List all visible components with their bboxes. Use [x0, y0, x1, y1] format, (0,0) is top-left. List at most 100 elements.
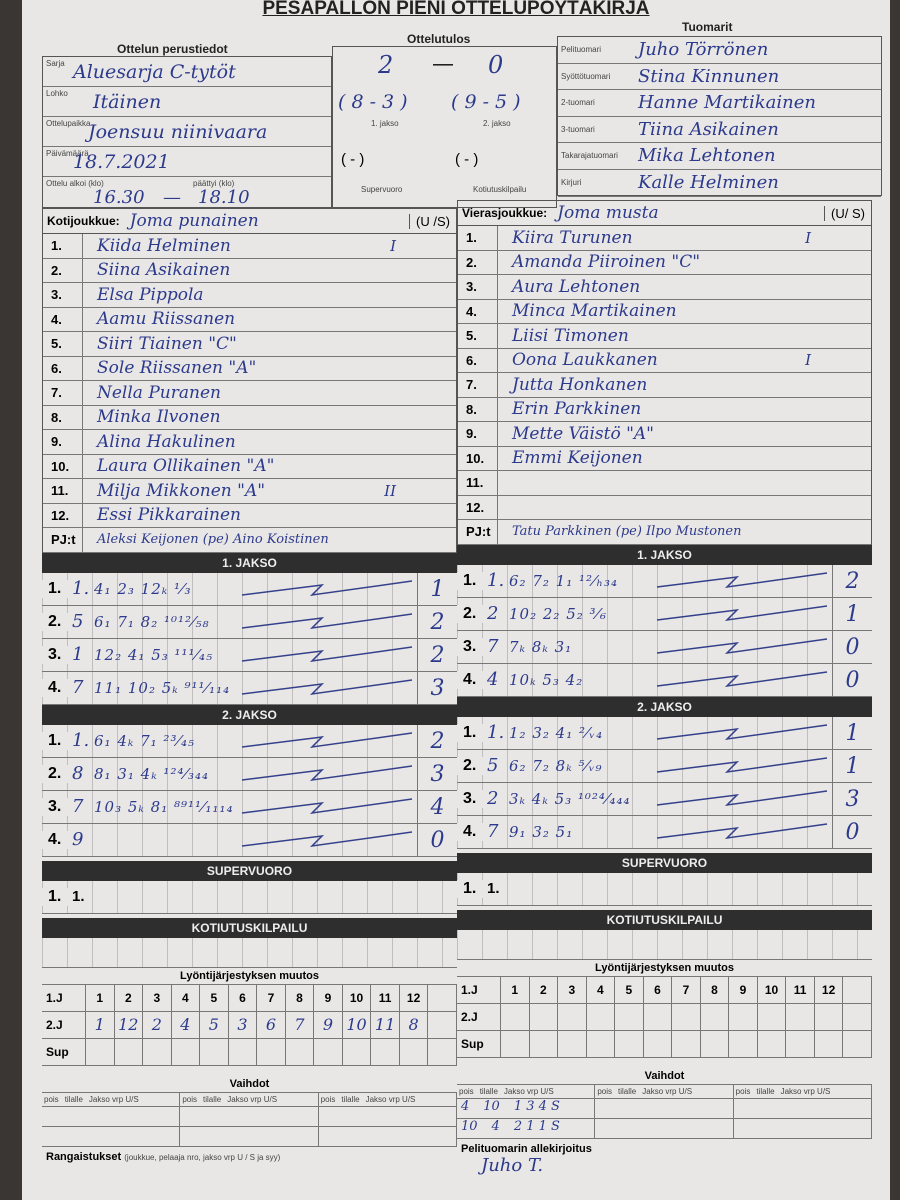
batting-sequence: 8₁ 3₁ 4ₖ ¹²⁴⁄₃₄₄	[94, 764, 210, 783]
end-time: 18.10	[198, 187, 250, 208]
player-name: Siina Asikainen	[97, 260, 231, 281]
player-row: 7. Jutta Honkanen	[458, 373, 871, 398]
super-label: Supervuoro	[361, 185, 403, 194]
kotiutus-header: KOTIUTUSKILPAILU	[457, 909, 872, 930]
player-name: Sole Riissanen "A"	[97, 358, 257, 379]
sub-row	[733, 1119, 871, 1139]
player-number: 7.	[458, 373, 498, 397]
subs-heading: Vaihdot	[42, 1076, 457, 1093]
inning-row: 2. 5 6₁ 7₁ 8₂ ¹⁰¹²⁄₅₈ 2	[42, 605, 457, 639]
label: tilalle	[203, 1094, 222, 1104]
inning-number: 3.	[42, 645, 72, 664]
player-name: Laura Ollikainen "A"	[97, 456, 275, 477]
strike-through-mark	[656, 604, 828, 621]
order-cell: 2	[143, 1011, 172, 1038]
player-row: 5. Liisi Timonen	[458, 324, 871, 349]
order-cell	[257, 1038, 286, 1065]
referee-row: 3-tuomari Tiina Asikainen	[558, 117, 881, 144]
home-away-selector[interactable]: (U /S)	[409, 213, 450, 229]
order-row-label: Sup	[42, 1038, 86, 1065]
super-result: ( - )	[341, 151, 365, 168]
order-cell: 4	[587, 976, 616, 1003]
signature-label: Pelituomarin allekirjoitus	[461, 1142, 592, 1155]
label: pois	[44, 1094, 59, 1104]
order-cell: 1	[86, 1011, 115, 1038]
player-number: 3.	[458, 275, 498, 299]
order-cell	[558, 1003, 587, 1030]
sub-row	[42, 1107, 180, 1127]
order-row-label: 1.J	[42, 984, 86, 1011]
player-number: 5.	[43, 332, 83, 356]
order-cell: 1	[86, 984, 115, 1011]
result-box: 2 — 0 ( 8 - 3 ) ( 9 - 5 ) 1. jakso 2. ja…	[332, 46, 557, 208]
inning-row: 2. 2 10₂ 2₂ 5₂ ³⁄₆ 1	[457, 597, 872, 631]
order-cell: 1	[501, 976, 530, 1003]
inning-number: 1.	[42, 887, 72, 906]
period-header: 1. JAKSO	[457, 544, 872, 565]
order-cell	[343, 1038, 372, 1065]
date-value: 18.7.2021	[73, 151, 170, 173]
supervuoro-header: SUPERVUORO	[42, 860, 457, 881]
label: tilalle	[756, 1086, 775, 1096]
first-batter: 7	[487, 636, 499, 657]
order-cell	[530, 1030, 559, 1057]
paikka-value: Joensuu niinivaara	[88, 121, 268, 143]
period1-result: ( 8 - 3 )	[338, 91, 408, 113]
inning-row: 1. 1. 1₂ 3₂ 4₁ ²⁄ᵥ₄ 1	[457, 716, 872, 750]
label: Jakso vrp U/S	[88, 1094, 139, 1104]
order-cell	[400, 1038, 429, 1065]
subs-group: pois tilalle Jakso vrp U/S	[733, 1084, 872, 1139]
order-cell: 7	[286, 1011, 315, 1038]
label: tilalle	[479, 1086, 498, 1096]
player-row: 11.	[458, 471, 871, 496]
inning-score: 0	[832, 815, 872, 848]
inning-number: 2.	[457, 604, 487, 623]
strike-through-mark	[241, 612, 413, 629]
home-away-selector[interactable]: (U/ S)	[824, 205, 865, 221]
order-cell: 8	[400, 1011, 429, 1038]
order-cell: 7	[672, 976, 701, 1003]
sub-row	[180, 1107, 318, 1127]
batting-sequence: 7ₖ 8ₖ 3₁	[509, 637, 573, 656]
inning-number: 2.	[457, 756, 487, 775]
inning-score: 3	[417, 671, 457, 704]
order-cell: 10	[343, 1011, 372, 1038]
player-name: Amanda Piiroinen "C"	[512, 252, 701, 273]
player-row: 2. Siina Asikainen	[43, 258, 456, 283]
player-row: 9. Alina Hakulinen	[43, 430, 456, 455]
order-row: 2.J	[457, 1003, 872, 1031]
order-cell	[701, 1003, 730, 1030]
order-cell: 11	[371, 984, 400, 1011]
supervuoro-row: 1. 1.	[457, 872, 872, 906]
home-team-column: Kotijoukkue: Joma punainen (U /S) 1. Kiida H…	[42, 208, 457, 1167]
player-number: 8.	[43, 405, 83, 429]
first-batter: 5	[72, 611, 84, 632]
player-number: 3.	[43, 283, 83, 307]
label: Ottelu alkoi (klo)	[46, 179, 104, 188]
strike-through-mark	[656, 637, 828, 654]
coaches-label: PJ:t	[458, 520, 498, 544]
player-row: 8. Minka Ilvonen	[43, 405, 456, 430]
player-row: 10. Emmi Keijonen	[458, 446, 871, 471]
order-cell	[143, 1038, 172, 1065]
referee-name: Mika Lehtonen	[638, 145, 776, 167]
basic-info: Sarja Aluesarja C-tytöt Lohko Itäinen Otte…	[42, 56, 332, 208]
player-row: 4. Minca Martikainen	[458, 299, 871, 324]
inning-row: 3. 2 3ₖ 4ₖ 5₃ ¹⁰²⁴⁄₄₄₄ 3	[457, 782, 872, 816]
strike-through-mark	[656, 670, 828, 687]
away-score: 0	[488, 51, 504, 79]
strike-through-mark	[656, 571, 828, 588]
player-name: Kiida Helminen	[97, 235, 231, 256]
order-cell	[530, 1003, 559, 1030]
inning-score: 0	[832, 663, 872, 696]
order-cell: 5	[200, 984, 229, 1011]
player-number: 2.	[43, 258, 83, 282]
player-row: 5. Siiri Tiainen "C"	[43, 332, 456, 357]
first-batter: 7	[72, 796, 84, 817]
player-row: 12.	[458, 495, 871, 520]
order-cell	[758, 1030, 787, 1057]
order-cell	[200, 1038, 229, 1065]
order-row: Sup	[457, 1030, 872, 1058]
home-score: 2	[378, 51, 394, 79]
inning-score: 1	[832, 716, 872, 749]
